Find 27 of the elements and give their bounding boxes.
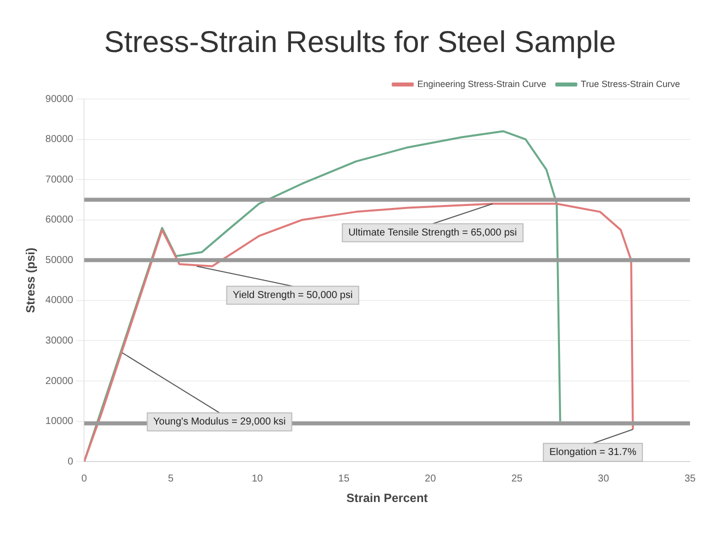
y-tick-label: 10000 (45, 416, 74, 428)
legend-label: True Stress-Strain Curve (580, 78, 680, 89)
x-axis-title: Strain Percent (346, 491, 428, 506)
annotation: Elongation = 31.7% (549, 447, 636, 458)
legend-label: Engineering Stress-Strain Curve (417, 78, 546, 89)
y-tick-label: 50000 (45, 254, 74, 266)
y-tick-label: 70000 (45, 174, 74, 186)
annotation: Yield Strength = 50,000 psi (232, 290, 353, 301)
x-tick-label: 20 (424, 473, 436, 484)
x-tick-label: 0 (81, 473, 88, 484)
x-tick-label: 15 (338, 473, 350, 484)
annotation: Ultimate Tensile Strength = 65,000 psi (348, 228, 517, 238)
x-tick-label: 5 (168, 473, 174, 484)
y-tick-label: 30000 (45, 335, 74, 346)
y-tick-label: 20000 (45, 376, 74, 387)
chart-title: Stress-Strain Results for Steel Sample (103, 26, 617, 60)
y-tick-label: 90000 (45, 94, 74, 105)
y-tick-label: 60000 (45, 214, 74, 226)
x-tick-label: 30 (598, 473, 610, 484)
y-axis-title: Stress (psi) (24, 248, 38, 313)
x-tick-label: 25 (511, 473, 523, 484)
x-tick-label: 10 (252, 473, 264, 484)
x-tick-label: 35 (684, 473, 696, 484)
y-tick-label: 80000 (45, 134, 74, 146)
y-tick-label: 40000 (45, 295, 74, 306)
annotation: Young's Modulus = 29,000 ksi (153, 416, 286, 428)
y-tick-label: 0 (68, 456, 74, 468)
